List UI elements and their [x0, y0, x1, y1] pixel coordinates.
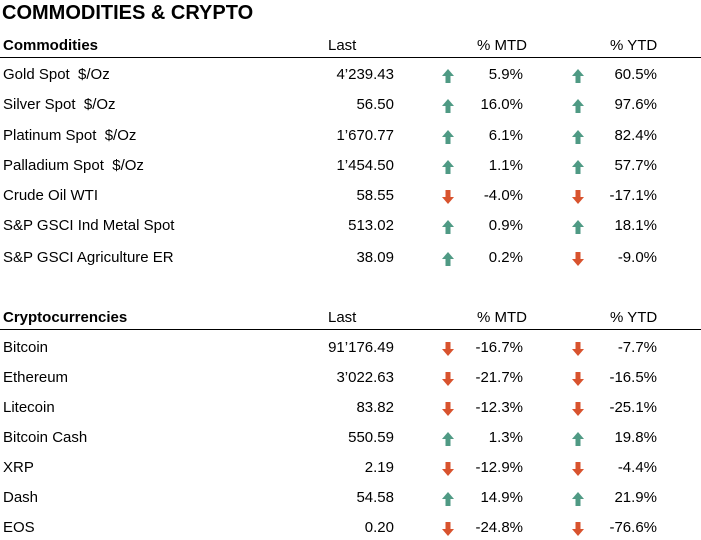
up-arrow	[442, 69, 454, 83]
up-arrow	[572, 492, 584, 506]
last-value: 2.19	[364, 459, 394, 476]
column-header: % YTD	[610, 309, 658, 326]
mtd-value: 5.9%	[488, 66, 523, 83]
row-name: Platinum Spot $/Oz	[3, 127, 137, 144]
last-value: 1’670.77	[336, 127, 394, 144]
down-arrow	[572, 372, 584, 386]
ytd-value: -7.7%	[617, 339, 657, 356]
last-value: 3’022.63	[336, 369, 394, 386]
row-name: EOS	[3, 519, 35, 536]
row-name: S&P GSCI Agriculture ER	[3, 249, 174, 266]
ytd-value: 60.5%	[614, 66, 657, 83]
up-arrow	[572, 130, 584, 144]
row-name: Bitcoin	[3, 339, 49, 356]
column-header: % MTD	[477, 309, 527, 326]
mtd-value: -4.0%	[483, 187, 523, 204]
up-arrow	[572, 220, 584, 234]
up-arrow	[442, 160, 454, 174]
down-arrow	[442, 342, 454, 356]
mtd-value: -12.9%	[475, 459, 523, 476]
row-name: S&P GSCI Ind Metal Spot	[3, 217, 175, 234]
mtd-value: 1.3%	[488, 429, 523, 446]
up-arrow	[572, 99, 584, 113]
row-name: Crude Oil WTI	[3, 187, 99, 204]
ytd-value: 19.8%	[614, 429, 657, 446]
column-header: Last	[328, 37, 357, 54]
header-rule	[0, 329, 701, 330]
down-arrow	[572, 190, 584, 204]
down-arrow	[572, 462, 584, 476]
mtd-value: -12.3%	[475, 399, 523, 416]
up-arrow	[442, 130, 454, 144]
ytd-value: -16.5%	[609, 369, 657, 386]
ytd-value: 97.6%	[614, 96, 657, 113]
mtd-value: 14.9%	[480, 489, 523, 506]
section-header: Commodities	[3, 37, 99, 54]
down-arrow	[442, 190, 454, 204]
last-value: 58.55	[356, 187, 394, 204]
row-name: Bitcoin Cash	[3, 429, 88, 446]
mtd-value: 0.9%	[488, 217, 523, 234]
up-arrow	[572, 69, 584, 83]
ytd-value: -76.6%	[609, 519, 657, 536]
row-name: Palladium Spot $/Oz	[3, 157, 144, 174]
column-header: % MTD	[477, 37, 527, 54]
ytd-value: -9.0%	[617, 249, 657, 266]
down-arrow	[572, 252, 584, 266]
ytd-value: 57.7%	[614, 157, 657, 174]
title: COMMODITIES & CRYPTO	[2, 2, 254, 24]
ytd-value: -17.1%	[609, 187, 657, 204]
mtd-value: 16.0%	[480, 96, 523, 113]
column-header: Last	[328, 309, 357, 326]
up-arrow	[442, 99, 454, 113]
header-rule	[0, 57, 701, 58]
mtd-value: -24.8%	[475, 519, 523, 536]
mtd-value: 6.1%	[488, 127, 523, 144]
down-arrow	[572, 342, 584, 356]
last-value: 513.02	[348, 217, 394, 234]
down-arrow	[442, 462, 454, 476]
mtd-value: 0.2%	[488, 249, 523, 266]
last-value: 54.58	[356, 489, 394, 506]
ytd-value: 21.9%	[614, 489, 657, 506]
ytd-value: -25.1%	[609, 399, 657, 416]
row-name: Gold Spot $/Oz	[3, 66, 110, 83]
row-name: Dash	[3, 489, 39, 506]
section-header: Cryptocurrencies	[3, 309, 128, 326]
up-arrow	[442, 252, 454, 266]
last-value: 56.50	[356, 96, 394, 113]
row-name: Ethereum	[3, 369, 69, 386]
down-arrow	[572, 522, 584, 536]
last-value: 0.20	[364, 519, 394, 536]
ytd-value: 82.4%	[614, 127, 657, 144]
mtd-value: 1.1%	[488, 157, 523, 174]
up-arrow	[442, 492, 454, 506]
mtd-value: -16.7%	[475, 339, 523, 356]
mtd-value: -21.7%	[475, 369, 523, 386]
ytd-value: 18.1%	[614, 217, 657, 234]
row-name: Litecoin	[3, 399, 55, 416]
last-value: 1’454.50	[336, 157, 394, 174]
last-value: 4’239.43	[336, 66, 394, 83]
last-value: 91’176.49	[328, 339, 394, 356]
column-header: % YTD	[610, 37, 658, 54]
row-name: Silver Spot $/Oz	[3, 96, 116, 113]
last-value: 38.09	[356, 249, 394, 266]
up-arrow	[442, 220, 454, 234]
ytd-value: -4.4%	[617, 459, 657, 476]
last-value: 550.59	[348, 429, 394, 446]
row-name: XRP	[3, 459, 34, 476]
down-arrow	[442, 522, 454, 536]
down-arrow	[442, 372, 454, 386]
down-arrow	[442, 402, 454, 416]
last-value: 83.82	[356, 399, 394, 416]
up-arrow	[572, 432, 584, 446]
up-arrow	[572, 160, 584, 174]
up-arrow	[442, 432, 454, 446]
down-arrow	[572, 402, 584, 416]
